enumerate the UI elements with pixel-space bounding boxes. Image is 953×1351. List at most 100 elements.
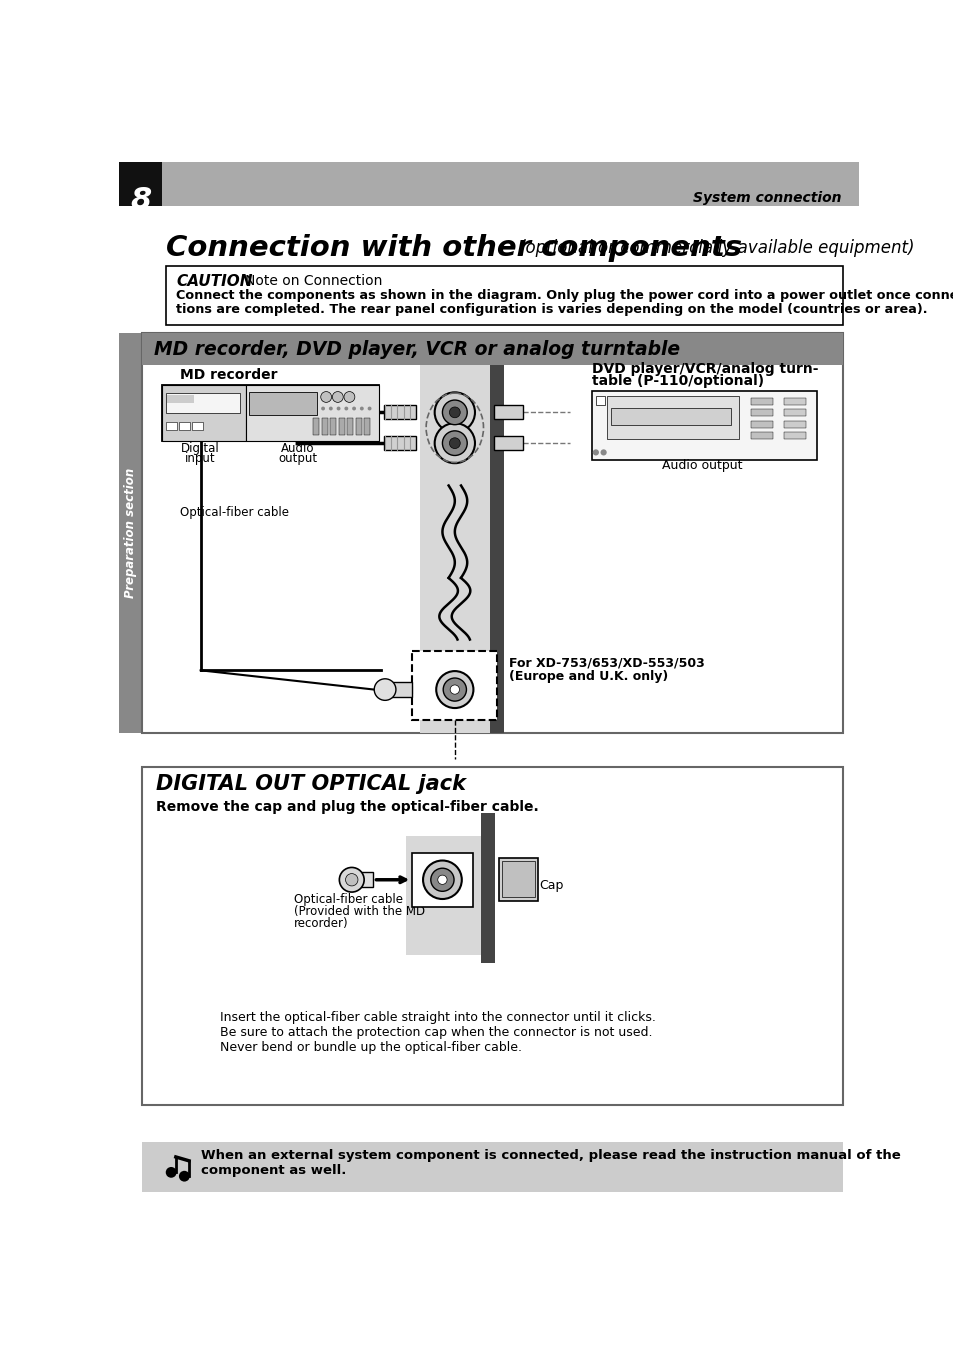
Bar bbox=[142, 1142, 842, 1192]
Text: Optical-fiber cable: Optical-fiber cable bbox=[179, 507, 289, 519]
Bar bbox=[498, 858, 537, 901]
Text: Cap: Cap bbox=[538, 880, 563, 892]
Circle shape bbox=[320, 392, 332, 403]
Bar bbox=[347, 417, 353, 435]
Circle shape bbox=[374, 678, 395, 700]
Circle shape bbox=[599, 450, 606, 455]
Text: Audio output: Audio output bbox=[661, 459, 741, 473]
Bar bbox=[167, 396, 194, 403]
Circle shape bbox=[359, 407, 363, 411]
Bar bbox=[352, 871, 373, 888]
Circle shape bbox=[166, 1167, 176, 1178]
Circle shape bbox=[352, 407, 355, 411]
Bar bbox=[166, 423, 176, 430]
Bar bbox=[385, 682, 412, 697]
Bar bbox=[245, 385, 378, 440]
Circle shape bbox=[449, 407, 459, 417]
Bar bbox=[607, 396, 739, 439]
Text: Audio: Audio bbox=[280, 442, 314, 455]
Bar bbox=[321, 417, 328, 435]
Circle shape bbox=[367, 407, 371, 411]
Bar bbox=[383, 436, 416, 450]
Text: Be sure to attach the protection cap when the connector is not used.: Be sure to attach the protection cap whe… bbox=[220, 1025, 652, 1039]
Circle shape bbox=[321, 407, 325, 411]
Text: System connection: System connection bbox=[692, 192, 841, 205]
Circle shape bbox=[442, 431, 467, 455]
Text: DIGITAL OUT OPTICAL jack: DIGITAL OUT OPTICAL jack bbox=[156, 774, 466, 793]
Circle shape bbox=[450, 685, 459, 694]
Text: 8: 8 bbox=[130, 186, 152, 215]
Text: output: output bbox=[277, 453, 316, 466]
Bar bbox=[249, 392, 316, 415]
Text: For XD-753/653/XD-553/503: For XD-753/653/XD-553/503 bbox=[509, 657, 704, 670]
Bar bbox=[192, 423, 203, 430]
Bar bbox=[330, 417, 335, 435]
Bar bbox=[611, 408, 731, 424]
Circle shape bbox=[592, 450, 598, 455]
Text: Remove the cap and plug the optical-fiber cable.: Remove the cap and plug the optical-fibe… bbox=[156, 800, 538, 815]
Bar bbox=[480, 813, 495, 963]
Circle shape bbox=[442, 400, 467, 424]
Bar bbox=[493, 436, 522, 450]
Bar bbox=[750, 397, 772, 405]
Text: (Europe and U.K. only): (Europe and U.K. only) bbox=[509, 670, 668, 684]
Text: tions are completed. The rear panel configuration is varies depending on the mod: tions are completed. The rear panel conf… bbox=[175, 304, 926, 316]
Bar bbox=[412, 852, 472, 907]
Bar bbox=[501, 862, 534, 897]
Bar bbox=[162, 385, 245, 440]
Text: Optical-fiber cable: Optical-fiber cable bbox=[294, 893, 402, 907]
Circle shape bbox=[435, 423, 475, 463]
Text: DVD player/VCR/analog turn-: DVD player/VCR/analog turn- bbox=[592, 362, 818, 376]
Bar bbox=[364, 417, 370, 435]
Bar bbox=[783, 432, 805, 439]
Text: Insert the optical-fiber cable straight into the connector until it clicks.: Insert the optical-fiber cable straight … bbox=[220, 1011, 656, 1024]
Bar bbox=[750, 432, 772, 439]
Text: table (P-110/optional): table (P-110/optional) bbox=[592, 374, 763, 388]
Text: MD recorder, DVD player, VCR or analog turntable: MD recorder, DVD player, VCR or analog t… bbox=[154, 339, 679, 359]
Bar bbox=[162, 385, 378, 440]
Text: (Provided with the MD: (Provided with the MD bbox=[294, 905, 424, 919]
Circle shape bbox=[449, 438, 459, 449]
Bar bbox=[493, 405, 522, 419]
Bar bbox=[419, 365, 503, 734]
Bar bbox=[783, 422, 805, 428]
Text: recorder): recorder) bbox=[294, 917, 348, 931]
Text: Connect the components as shown in the diagram. Only plug the power cord into a : Connect the components as shown in the d… bbox=[175, 289, 953, 301]
Bar bbox=[406, 836, 495, 955]
Bar bbox=[166, 266, 842, 324]
Bar bbox=[142, 334, 842, 365]
Text: (optional or commercially-available equipment): (optional or commercially-available equi… bbox=[518, 239, 914, 257]
Bar bbox=[750, 422, 772, 428]
Bar bbox=[383, 405, 416, 419]
Circle shape bbox=[329, 407, 333, 411]
Text: Preparation section: Preparation section bbox=[124, 469, 137, 598]
Bar bbox=[142, 334, 842, 734]
Text: When an external system component is connected, please read the instruction manu: When an external system component is con… bbox=[201, 1148, 901, 1162]
Circle shape bbox=[435, 392, 475, 432]
Bar bbox=[592, 390, 816, 461]
Text: CAUTION: CAUTION bbox=[176, 274, 253, 289]
Text: component as well.: component as well. bbox=[201, 1165, 346, 1177]
Text: MD recorder: MD recorder bbox=[179, 369, 277, 382]
Bar bbox=[119, 162, 858, 205]
Bar bbox=[313, 417, 319, 435]
Circle shape bbox=[437, 875, 447, 885]
Circle shape bbox=[431, 869, 454, 892]
Bar bbox=[119, 162, 162, 205]
Bar bbox=[142, 766, 842, 1105]
Circle shape bbox=[339, 867, 364, 892]
Text: Note on Connection: Note on Connection bbox=[245, 274, 382, 289]
Text: Digital: Digital bbox=[181, 442, 220, 455]
Circle shape bbox=[336, 407, 340, 411]
Text: Never bend or bundle up the optical-fiber cable.: Never bend or bundle up the optical-fibe… bbox=[220, 1042, 521, 1055]
Circle shape bbox=[345, 874, 357, 886]
Text: input: input bbox=[185, 453, 215, 466]
Bar bbox=[750, 409, 772, 416]
Bar bbox=[783, 409, 805, 416]
Circle shape bbox=[436, 671, 473, 708]
Circle shape bbox=[344, 407, 348, 411]
Bar bbox=[596, 396, 604, 405]
Bar bbox=[355, 417, 361, 435]
Bar bbox=[783, 397, 805, 405]
Bar bbox=[179, 423, 190, 430]
